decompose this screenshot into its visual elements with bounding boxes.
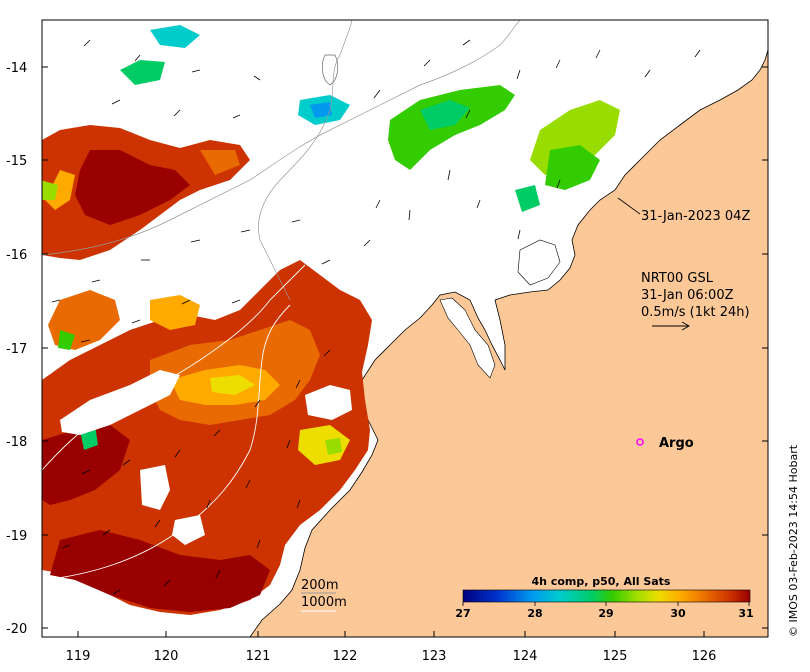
colorbar-tick-label: 28 (527, 607, 542, 620)
lon-tick-label: 121 (246, 649, 271, 664)
land-mass (249, 20, 768, 637)
colorbar-tick-label: 27 (455, 607, 470, 620)
scale-arrow-icon (652, 321, 690, 331)
lat-tick-label: -17 (6, 342, 27, 357)
colorbar-gradient (462, 589, 751, 603)
lon-tick-label: 126 (692, 649, 717, 664)
colorbar-tick-label: 30 (670, 607, 686, 620)
lat-tick-label: -14 (6, 61, 27, 76)
imos-credit: © IMOS 03-Feb-2023 14:54 Hobart (787, 444, 800, 637)
lat-tick-label: -16 (6, 248, 27, 263)
current-time-label: 31-Jan 06:00Z (641, 288, 734, 303)
lat-tick-label: -20 (6, 622, 27, 637)
lat-tick-label: -19 (6, 529, 27, 544)
lon-tick-label: 125 (603, 649, 628, 664)
colorbar: 4h comp, p50, All Sats 27 28 29 30 31 (455, 575, 753, 620)
sst-patches (42, 25, 620, 615)
current-model-label: NRT00 GSL (641, 271, 714, 286)
satellite-timestamp: 31-Jan-2023 04Z (641, 209, 750, 224)
longitude-labels: 119 120 121 122 123 124 125 126 (66, 649, 717, 664)
colorbar-tick-label: 31 (738, 607, 753, 620)
lat-tick-label: -15 (6, 154, 27, 169)
colorbar-tick-label: 29 (598, 607, 613, 620)
plot-frame (41, 19, 769, 638)
argo-label: Argo (659, 436, 694, 451)
argo-float-marker[interactable] (636, 438, 644, 446)
lat-tick-label: -18 (6, 435, 27, 450)
lon-tick-label: 120 (154, 649, 179, 664)
contour-1000m-label: 1000m (301, 595, 347, 610)
lon-tick-label: 124 (513, 649, 538, 664)
timestamp-leader-line (617, 197, 641, 215)
lon-tick-label: 119 (66, 649, 91, 664)
current-arrows (51, 39, 701, 595)
bathymetry-contours (42, 20, 521, 581)
axis-ticks (42, 66, 768, 637)
coastal-islands (517, 239, 561, 286)
colorbar-title: 4h comp, p50, All Sats (532, 575, 671, 588)
latitude-labels: -14 -15 -16 -17 -18 -19 -20 (6, 61, 27, 637)
lon-tick-label: 122 (333, 649, 358, 664)
lon-tick-label: 123 (422, 649, 447, 664)
coastal-inlet (439, 297, 496, 379)
current-scale-label: 0.5m/s (1kt 24h) (641, 305, 750, 320)
contour-200m-label: 200m (301, 578, 338, 593)
